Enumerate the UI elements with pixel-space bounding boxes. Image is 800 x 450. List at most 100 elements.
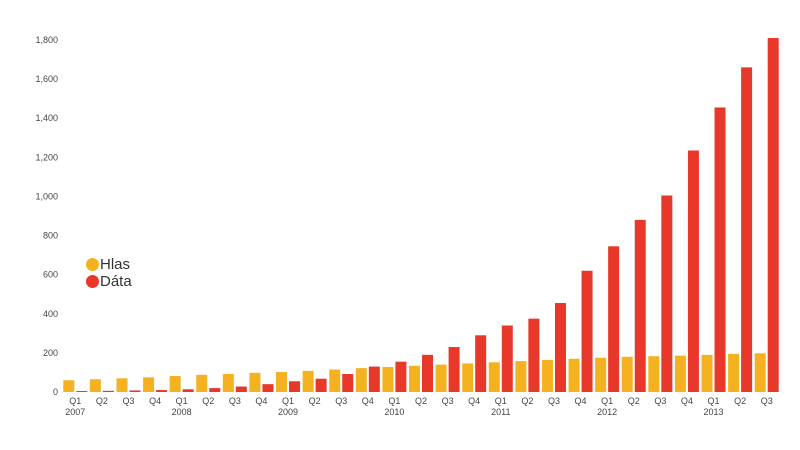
bar-hlas bbox=[302, 370, 314, 392]
bar-data bbox=[581, 270, 593, 392]
legend-label: Dáta bbox=[100, 273, 132, 290]
y-tick-label: 1,800 bbox=[35, 35, 58, 45]
y-axis: 0 200 400 600 800 1,000 1,200 1,400 1,600 1,800 bbox=[35, 35, 58, 397]
bar-hlas bbox=[169, 375, 181, 392]
bar-data bbox=[608, 246, 620, 392]
x-tick-label: Q3 bbox=[442, 396, 454, 406]
y-tick-label: 0 bbox=[53, 387, 58, 397]
bar-hlas bbox=[355, 368, 367, 392]
y-tick-label: 1,200 bbox=[35, 152, 58, 162]
bar-hlas bbox=[276, 372, 288, 392]
bar-hlas bbox=[382, 366, 394, 392]
bar-hlas bbox=[222, 374, 234, 392]
bar-data bbox=[528, 318, 540, 392]
x-tick-label: Q1 bbox=[601, 396, 613, 406]
y-tick-label: 600 bbox=[43, 270, 58, 280]
bar-data bbox=[315, 378, 327, 392]
legend-swatch bbox=[86, 275, 99, 288]
x-tick-label: Q3 bbox=[229, 396, 241, 406]
bar-data bbox=[129, 390, 141, 392]
bar-data bbox=[422, 354, 433, 392]
bar-data bbox=[209, 388, 221, 392]
bar-data bbox=[156, 390, 168, 392]
x-tick-label: Q3 bbox=[654, 396, 666, 406]
bar-data bbox=[289, 381, 301, 392]
x-tick-label: Q1 bbox=[176, 396, 188, 406]
bar-hlas bbox=[435, 364, 447, 392]
x-year-label: 2011 bbox=[491, 407, 510, 417]
x-tick-label: Q4 bbox=[362, 396, 374, 406]
x-tick-label: Q2 bbox=[309, 396, 321, 406]
y-tick-label: 400 bbox=[43, 309, 58, 319]
bar-hlas bbox=[648, 356, 660, 392]
y-tick-label: 1,400 bbox=[35, 113, 58, 123]
bar-data bbox=[182, 389, 194, 392]
bar-data bbox=[448, 347, 460, 392]
bar-hlas bbox=[143, 377, 155, 392]
y-tick-label: 800 bbox=[43, 231, 58, 241]
bar-data bbox=[395, 361, 407, 392]
bar-hlas bbox=[329, 369, 341, 392]
bar-data bbox=[554, 303, 566, 392]
x-year-label: 2012 bbox=[597, 407, 617, 417]
x-tick-label: Q1 bbox=[708, 396, 720, 406]
bar-data bbox=[767, 38, 779, 393]
x-tick-label: Q4 bbox=[681, 396, 693, 406]
bar-hlas bbox=[515, 361, 527, 392]
bar-hlas bbox=[249, 372, 261, 392]
bar-hlas bbox=[595, 357, 607, 392]
bar-data bbox=[235, 386, 247, 392]
bar-hlas bbox=[728, 353, 740, 392]
x-tick-label: Q3 bbox=[335, 396, 347, 406]
x-tick-label: Q2 bbox=[521, 396, 533, 406]
x-tick-label: Q1 bbox=[282, 396, 294, 406]
bar-hlas bbox=[89, 379, 101, 392]
bar-hlas bbox=[409, 365, 420, 392]
x-tick-label: Q4 bbox=[255, 396, 267, 406]
x-year-label: 2008 bbox=[172, 407, 192, 417]
bar-data bbox=[342, 374, 354, 392]
x-tick-label: Q2 bbox=[415, 396, 427, 406]
bar-data bbox=[501, 325, 513, 392]
bar-hlas bbox=[701, 354, 713, 392]
bar-data bbox=[475, 335, 487, 392]
bar-hlas bbox=[674, 355, 686, 392]
bar-hlas bbox=[621, 356, 633, 392]
bar-data bbox=[368, 366, 380, 392]
x-tick-label: Q2 bbox=[628, 396, 640, 406]
legend-label: Hlas bbox=[100, 256, 130, 273]
x-tick-label: Q2 bbox=[202, 396, 214, 406]
x-tick-label: Q4 bbox=[468, 396, 480, 406]
bar-hlas bbox=[462, 363, 474, 392]
x-tick-label: Q2 bbox=[734, 396, 746, 406]
bar-data bbox=[262, 384, 274, 392]
x-year-label: 2007 bbox=[65, 407, 85, 417]
x-year-label: 2010 bbox=[384, 407, 404, 417]
bar-hlas bbox=[488, 362, 500, 392]
x-tick-label: Q1 bbox=[495, 396, 507, 406]
bar-hlas bbox=[754, 353, 766, 392]
x-year-label: 2013 bbox=[704, 407, 724, 417]
x-tick-label: Q1 bbox=[388, 396, 400, 406]
x-tick-label: Q4 bbox=[149, 396, 161, 406]
x-tick-label: Q1 bbox=[69, 396, 81, 406]
bar-data bbox=[741, 67, 753, 392]
x-tick-label: Q4 bbox=[575, 396, 587, 406]
bars bbox=[63, 38, 779, 393]
bar-hlas bbox=[541, 359, 553, 392]
bar-data bbox=[714, 107, 726, 392]
y-tick-label: 1,000 bbox=[35, 191, 58, 201]
x-tick-label: Q3 bbox=[761, 396, 773, 406]
legend-swatch bbox=[86, 258, 99, 271]
y-tick-label: 1,600 bbox=[35, 74, 58, 84]
bar-hlas bbox=[63, 380, 75, 392]
bar-data bbox=[102, 390, 114, 392]
bar-data bbox=[661, 195, 673, 392]
bar-hlas bbox=[196, 374, 208, 392]
bar-data bbox=[634, 219, 646, 392]
y-tick-label: 200 bbox=[43, 348, 58, 358]
x-tick-label: Q3 bbox=[122, 396, 134, 406]
x-year-label: 2009 bbox=[278, 407, 298, 417]
